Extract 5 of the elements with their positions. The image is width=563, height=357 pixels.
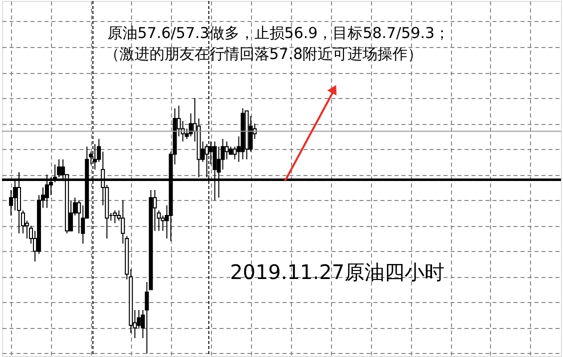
annotation: 2019.11.27原油四小时	[230, 260, 445, 284]
chart-title: 原油57.6/57.3做多，止损56.9，目标58.7/59.3；	[107, 24, 450, 42]
chart-subtitle: （激进的朋友在行情回落57.8附近可进场操作）	[104, 45, 423, 63]
candlestick	[112, 210, 117, 224]
candlestick	[224, 140, 229, 160]
